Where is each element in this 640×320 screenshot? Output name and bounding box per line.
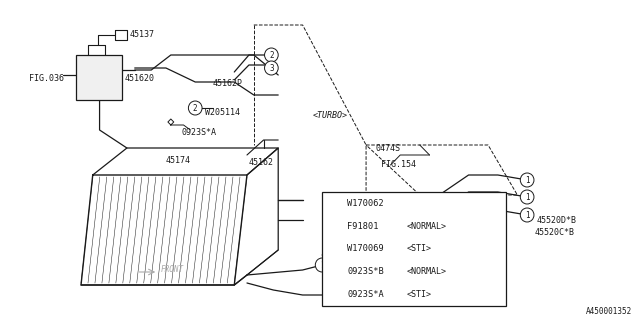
Text: 45520D*A: 45520D*A	[369, 295, 409, 305]
Text: A450001352: A450001352	[586, 308, 632, 316]
Text: W170062: W170062	[347, 199, 384, 208]
Text: <TURBO>: <TURBO>	[312, 110, 348, 119]
Text: 1: 1	[525, 175, 529, 185]
Text: 451620: 451620	[125, 74, 155, 83]
Circle shape	[324, 218, 340, 234]
Circle shape	[324, 241, 340, 257]
Circle shape	[442, 259, 456, 273]
Text: 3: 3	[269, 63, 274, 73]
Text: 2: 2	[330, 244, 335, 253]
Text: 45162: 45162	[249, 157, 274, 166]
Text: 3: 3	[330, 290, 335, 299]
Circle shape	[324, 286, 340, 302]
Text: <STI>: <STI>	[406, 244, 431, 253]
Circle shape	[520, 190, 534, 204]
Text: 1: 1	[330, 199, 335, 208]
Text: 45522: 45522	[346, 244, 372, 252]
Text: 45520C*A: 45520C*A	[327, 263, 367, 273]
Text: 1: 1	[320, 260, 324, 269]
Circle shape	[316, 258, 329, 272]
Polygon shape	[76, 55, 122, 100]
Text: FRONT: FRONT	[161, 266, 184, 275]
Text: 45174: 45174	[166, 156, 191, 164]
Text: 45137: 45137	[130, 29, 155, 38]
Text: 2: 2	[269, 51, 274, 60]
Text: 0923S*B: 0923S*B	[347, 267, 384, 276]
Text: FIG.036: FIG.036	[29, 74, 64, 83]
Text: 0923S*A: 0923S*A	[182, 127, 216, 137]
Text: <NORMAL>: <NORMAL>	[406, 267, 447, 276]
Text: W170069: W170069	[347, 244, 384, 253]
Text: 1: 1	[525, 193, 529, 202]
Bar	[322, 192, 506, 306]
Text: FIG.154: FIG.154	[381, 159, 416, 169]
Circle shape	[520, 208, 534, 222]
Text: 45520D*B: 45520D*B	[537, 215, 577, 225]
Circle shape	[188, 101, 202, 115]
Text: 0474S: 0474S	[376, 143, 401, 153]
Circle shape	[264, 61, 278, 75]
Circle shape	[324, 195, 340, 212]
Text: W205114: W205114	[205, 108, 240, 116]
Text: 1: 1	[437, 260, 442, 269]
Text: 45520C*B: 45520C*B	[535, 228, 575, 236]
Text: 2: 2	[330, 221, 335, 231]
Circle shape	[324, 263, 340, 280]
Text: 1: 1	[525, 211, 529, 220]
Text: 45162P: 45162P	[213, 78, 243, 87]
Text: 0923S*A: 0923S*A	[347, 290, 384, 299]
Text: 3: 3	[330, 267, 335, 276]
Text: <NORMAL>: <NORMAL>	[406, 221, 447, 231]
Text: <STI>: <STI>	[406, 290, 431, 299]
Circle shape	[520, 173, 534, 187]
Text: 1: 1	[447, 261, 451, 270]
Circle shape	[264, 48, 278, 62]
Circle shape	[433, 258, 446, 272]
Text: F91801: F91801	[347, 221, 379, 231]
Text: 2: 2	[193, 103, 198, 113]
